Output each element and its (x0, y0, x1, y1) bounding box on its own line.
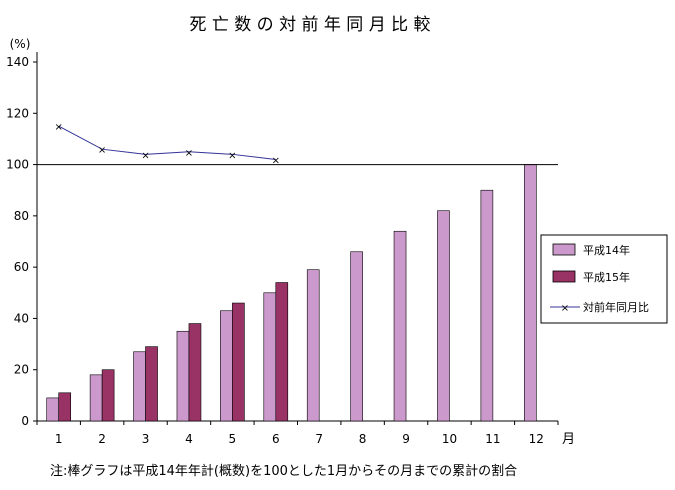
ratio-point: × (185, 148, 193, 159)
bar-0 (220, 310, 233, 422)
x-tick-label: 8 (359, 432, 367, 446)
legend-label-2002: 平成14年 (583, 243, 630, 257)
legend-label-2003: 平成15年 (583, 270, 630, 284)
bar-0 (393, 230, 407, 422)
y-tick-label: 40 (14, 311, 29, 325)
x-tick-label: 9 (402, 432, 410, 446)
legend: 平成14年 平成15年 × 対前年同月比 (540, 234, 668, 324)
x-tick-label: 4 (185, 432, 193, 446)
x-tick-label: 12 (529, 432, 544, 446)
y-tick-label: 60 (14, 260, 29, 274)
x-tick-label: 10 (442, 432, 457, 446)
chart-title: 死 亡 数 の 対 前 年 同 月 比 較 (189, 15, 430, 35)
bar-1 (58, 392, 72, 422)
chart-note: 注:棒グラフは平成14年年計(概数)を100とした1月からその月までの累計の割合 (50, 463, 517, 479)
ratio-line: × × × × × × (55, 122, 280, 166)
y-tick-label: 0 (21, 414, 29, 428)
ratio-point: × (141, 150, 149, 161)
ratio-point: × (272, 155, 280, 166)
bar-0 (263, 292, 277, 422)
legend-swatch-2002 (552, 243, 576, 256)
bar-1 (188, 323, 202, 422)
bar-0 (480, 189, 494, 422)
bar-0 (89, 374, 103, 422)
y-tick-label: 100 (6, 158, 29, 172)
y-tick-label: 80 (14, 209, 29, 223)
legend-marker-ratio: × (561, 303, 569, 314)
bars (46, 164, 537, 422)
bar-0 (437, 210, 450, 422)
y-tick-label: 20 (14, 363, 29, 377)
bar-0 (46, 397, 60, 422)
bar-1 (275, 282, 289, 422)
x-tick-label: 11 (485, 432, 500, 446)
legend-swatch-2003 (552, 270, 576, 283)
bar-1 (232, 302, 245, 422)
bar-0 (523, 164, 537, 422)
ratio-polyline (58, 125, 276, 160)
ratio-point: × (55, 122, 63, 133)
x-tick-label: 6 (272, 432, 280, 446)
x-axis: 1 2 3 4 5 6 7 8 9 10 11 12 (36, 420, 559, 446)
y-tick-label: 120 (6, 106, 29, 120)
bar-0 (306, 269, 320, 422)
bar-0 (350, 251, 363, 422)
x-tick-label: 7 (315, 432, 323, 446)
bar-0 (176, 330, 190, 422)
bar-0 (133, 351, 146, 422)
legend-label-ratio: 対前年同月比 (583, 300, 649, 314)
x-tick-label: 1 (55, 432, 63, 446)
bar-1 (145, 346, 158, 422)
y-tick-label: 140 (6, 55, 29, 69)
x-tick-label: 5 (229, 432, 237, 446)
x-tick-label: 3 (142, 432, 150, 446)
y-axis: 0 20 40 60 80 100 120 140 (6, 52, 38, 428)
bar-1 (101, 369, 115, 422)
y-unit-label: (%) (10, 37, 31, 51)
x-tick-label: 2 (98, 432, 106, 446)
ratio-point: × (98, 145, 106, 156)
ratio-point: × (228, 150, 236, 161)
x-unit-label: 月 (562, 432, 575, 447)
